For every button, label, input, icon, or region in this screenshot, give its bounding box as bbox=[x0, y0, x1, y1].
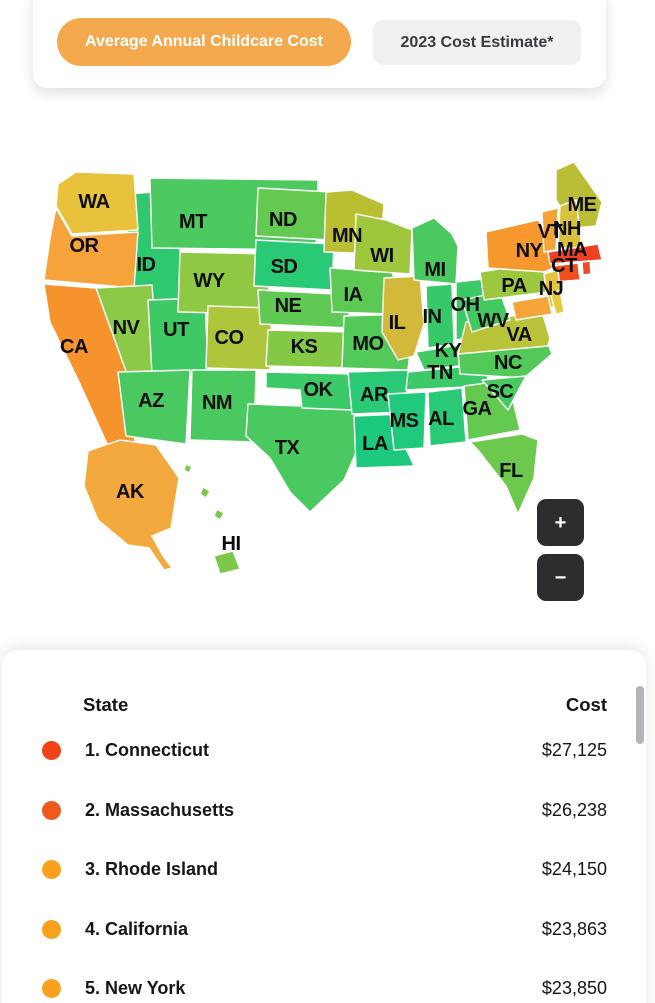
table-state-name: 5. New York bbox=[85, 978, 186, 999]
state-label-OK: OK bbox=[304, 379, 334, 401]
us-choropleth-map[interactable]: ID MT WA OR CA NV UT WY CO AZ NM ND SD NE KS TX OK MN IA MO… bbox=[0, 148, 655, 608]
table-cost-value: $23,850 bbox=[541, 978, 607, 999]
state-label-AR: AR bbox=[360, 384, 389, 406]
column-header-state: State bbox=[83, 694, 129, 715]
state-label-HI: HI bbox=[222, 533, 241, 555]
state-label-WV: WV bbox=[477, 310, 509, 332]
table-state-name: 1. Connecticut bbox=[85, 740, 210, 761]
table-row: 2. Massachusetts $26,238 bbox=[2, 781, 646, 841]
state-WI[interactable] bbox=[353, 213, 413, 275]
state-label-IL: IL bbox=[389, 312, 406, 334]
state-SC[interactable] bbox=[481, 375, 527, 411]
table-cost-value: $26,238 bbox=[541, 799, 607, 820]
state-label-NH: NH bbox=[553, 218, 581, 240]
column-header-cost: Cost bbox=[565, 694, 607, 715]
state-label-WY: WY bbox=[193, 270, 225, 292]
state-MD[interactable] bbox=[511, 295, 553, 321]
state-MA[interactable] bbox=[547, 243, 603, 265]
metric-toggle-childcare-cost-button[interactable]: Average Annual Childcare Cost bbox=[57, 18, 351, 66]
state-label-ME: ME bbox=[568, 194, 597, 216]
table-cost-value: $23,863 bbox=[541, 918, 607, 939]
state-label-NC: NC bbox=[494, 352, 522, 374]
table-scrollbar-thumb[interactable] bbox=[636, 686, 644, 744]
rank-dot bbox=[41, 979, 61, 999]
state-label-OR: OR bbox=[70, 235, 100, 257]
state-label-AK: AK bbox=[116, 481, 145, 503]
table-cost-value: $27,125 bbox=[541, 740, 607, 761]
state-label-WA: WA bbox=[78, 191, 109, 213]
state-VT[interactable] bbox=[541, 207, 559, 253]
state-label-NV: NV bbox=[113, 317, 141, 339]
state-IN[interactable] bbox=[425, 283, 455, 349]
state-label-AZ: AZ bbox=[138, 390, 164, 412]
table-row: 1. Connecticut $27,125 bbox=[2, 721, 646, 781]
zoom-out-button[interactable]: − bbox=[537, 554, 584, 601]
state-label-MN: MN bbox=[332, 225, 362, 247]
state-NE[interactable] bbox=[257, 289, 351, 329]
state-label-KY: KY bbox=[435, 340, 463, 362]
metric-toggle-2023-estimate-button[interactable]: 2023 Cost Estimate* bbox=[373, 20, 581, 65]
table-body: 1. Connecticut $27,125 2. Massachusetts $26… bbox=[2, 721, 646, 1003]
state-label-MI: MI bbox=[424, 259, 445, 281]
metric-toggle-card: Average Annual Childcare Cost 2023 Cost … bbox=[33, 0, 606, 88]
state-label-WI: WI bbox=[370, 245, 393, 267]
state-WA[interactable] bbox=[55, 171, 139, 235]
state-label-MS: MS bbox=[390, 410, 419, 432]
table-row: 4. California $23,863 bbox=[2, 900, 646, 960]
state-label-FL: FL bbox=[499, 460, 523, 482]
state-label-CT: CT bbox=[551, 255, 577, 277]
state-HI[interactable] bbox=[183, 463, 241, 575]
state-AK[interactable] bbox=[83, 439, 180, 571]
state-label-VT: VT bbox=[538, 221, 563, 243]
state-label-LA: LA bbox=[362, 433, 388, 455]
table-row: 3. Rhode Island $24,150 bbox=[2, 840, 646, 900]
state-label-UT: UT bbox=[163, 319, 189, 341]
state-label-SD: SD bbox=[271, 256, 298, 278]
state-label-PA: PA bbox=[501, 275, 526, 297]
state-label-IA: IA bbox=[344, 284, 363, 306]
state-AL[interactable] bbox=[427, 387, 467, 447]
cost-ranking-card: State Cost 1. Connecticut $27,125 2. Massa… bbox=[2, 650, 646, 1003]
state-DE[interactable] bbox=[549, 289, 565, 315]
state-label-OH: OH bbox=[451, 294, 480, 316]
state-RI[interactable] bbox=[581, 260, 592, 276]
state-label-CA: CA bbox=[60, 336, 88, 358]
table-state-name: 2. Massachusetts bbox=[85, 799, 235, 820]
state-label-MO: MO bbox=[352, 333, 383, 355]
state-label-VA: VA bbox=[506, 324, 531, 346]
state-FL[interactable] bbox=[469, 433, 539, 515]
state-label-NM: NM bbox=[202, 392, 232, 414]
state-label-AL: AL bbox=[428, 408, 454, 430]
state-label-CO: CO bbox=[215, 327, 244, 349]
state-MS[interactable] bbox=[387, 391, 427, 451]
table-state-name: 3. Rhode Island bbox=[85, 859, 219, 880]
state-label-ND: ND bbox=[269, 209, 297, 231]
state-label-TX: TX bbox=[275, 437, 301, 459]
rank-dot bbox=[41, 919, 61, 939]
rank-dot bbox=[41, 741, 61, 761]
state-MI[interactable] bbox=[411, 217, 459, 285]
table-header-row: State Cost bbox=[83, 694, 607, 716]
state-label-NY: NY bbox=[516, 240, 544, 262]
table-state-name: 4. California bbox=[85, 918, 189, 939]
table-row: 5. New York $23,850 bbox=[2, 959, 646, 1003]
table-cost-value: $24,150 bbox=[541, 859, 607, 880]
state-label-TN: TN bbox=[427, 362, 453, 384]
state-label-NE: NE bbox=[275, 295, 302, 317]
rank-dot bbox=[41, 800, 61, 820]
state-label-SC: SC bbox=[487, 381, 514, 403]
state-label-MA: MA bbox=[557, 239, 587, 261]
state-label-ID: ID bbox=[137, 254, 156, 276]
state-label-NJ: NJ bbox=[539, 278, 564, 300]
state-label-IN: IN bbox=[423, 306, 442, 328]
rank-dot bbox=[41, 860, 61, 880]
state-CO[interactable] bbox=[205, 305, 273, 371]
state-label-KS: KS bbox=[291, 336, 318, 358]
state-AZ[interactable] bbox=[117, 369, 191, 445]
state-label-GA: GA bbox=[463, 398, 492, 420]
zoom-in-button[interactable]: + bbox=[537, 499, 584, 546]
state-label-MT: MT bbox=[179, 211, 207, 233]
